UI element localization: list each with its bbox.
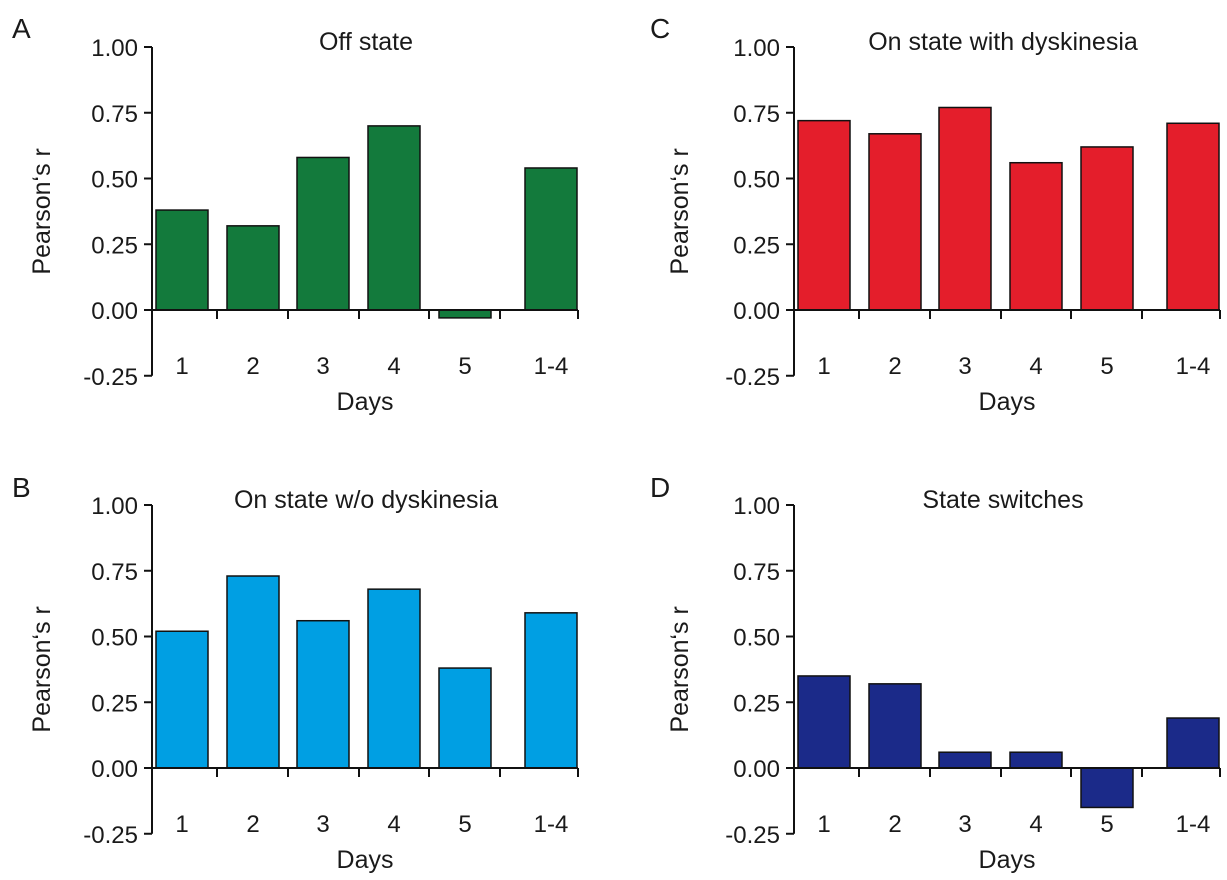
x-tick-label: 1	[817, 353, 830, 380]
y-tick-label: 1.00	[733, 35, 780, 62]
y-axis-label: Pearson‘s r	[28, 606, 56, 732]
y-tick-label: -0.25	[83, 822, 138, 849]
y-tick-label: 0.75	[91, 559, 138, 586]
x-axis-label: Days	[337, 388, 394, 416]
chart-title: State switches	[922, 486, 1083, 514]
x-tick-label: 1-4	[534, 353, 569, 380]
bar-1	[797, 119, 851, 311]
bar-1-4	[1166, 717, 1220, 769]
y-tick-label: 1.00	[91, 493, 138, 520]
bar-5	[438, 309, 492, 319]
y-tick-label: 0.00	[733, 756, 780, 783]
y-tick-label: 0.25	[91, 690, 138, 717]
x-tick-label: 3	[958, 811, 971, 838]
x-tick-label: 1-4	[1176, 811, 1211, 838]
x-tick-label: 2	[246, 353, 259, 380]
bar-1-4	[524, 612, 578, 769]
x-tick-label: 1	[175, 353, 188, 380]
x-tick-label: 4	[387, 811, 400, 838]
y-tick-label: -0.25	[725, 822, 780, 849]
y-tick-label: 0.75	[733, 101, 780, 128]
y-tick-label: 0.00	[91, 298, 138, 325]
panel-letter: C	[650, 13, 670, 44]
y-tick-label: -0.25	[725, 364, 780, 391]
y-tick-label: 0.50	[733, 167, 780, 194]
bar-1-4	[524, 167, 578, 311]
x-tick-label: 1	[817, 811, 830, 838]
bar-3	[938, 106, 992, 311]
bar-5	[1080, 767, 1134, 809]
bar-1	[155, 209, 209, 311]
x-tick-label: 5	[1100, 811, 1113, 838]
bar-4	[367, 588, 421, 769]
y-tick-label: -0.25	[83, 364, 138, 391]
x-tick-label: 3	[316, 811, 329, 838]
x-tick-label: 2	[888, 353, 901, 380]
chart-title: On state w/o dyskinesia	[234, 486, 498, 514]
panel-letter: D	[650, 472, 670, 503]
x-tick-label: 3	[958, 353, 971, 380]
y-axis-label: Pearson‘s r	[28, 148, 56, 274]
y-tick-label: 1.00	[91, 35, 138, 62]
bar-2	[226, 575, 280, 769]
bar-2	[226, 225, 280, 311]
bar-1-4	[1166, 122, 1220, 311]
y-tick-label: 0.00	[733, 298, 780, 325]
x-axis-label: Days	[979, 388, 1036, 416]
panel-letter: A	[12, 13, 31, 44]
chart-title: Off state	[319, 28, 413, 56]
bar-4	[1009, 161, 1063, 311]
x-tick-label: 5	[1100, 353, 1113, 380]
x-tick-label: 4	[1029, 811, 1042, 838]
y-tick-label: 0.25	[733, 232, 780, 259]
x-tick-label: 1-4	[1176, 353, 1211, 380]
y-tick-label: 0.25	[733, 690, 780, 717]
bar-5	[438, 667, 492, 769]
y-tick-label: 0.75	[91, 101, 138, 128]
y-tick-label: 0.75	[733, 559, 780, 586]
x-tick-label: 5	[458, 811, 471, 838]
bar-2	[868, 683, 922, 769]
x-axis-label: Days	[337, 846, 394, 874]
y-axis-label: Pearson‘s r	[666, 148, 694, 274]
x-tick-label: 2	[888, 811, 901, 838]
x-tick-label: 4	[387, 353, 400, 380]
panel-letter: B	[12, 472, 31, 503]
bar-3	[296, 156, 350, 311]
bar-2	[868, 133, 922, 311]
y-tick-label: 0.50	[733, 625, 780, 652]
x-tick-label: 4	[1029, 353, 1042, 380]
y-tick-label: 0.25	[91, 232, 138, 259]
chart-panel-a: A Off state 1.00 0.75 0.50 0.25 0.00 -0.25 1 2 3 4 5…	[12, 13, 579, 416]
x-tick-label: 5	[458, 353, 471, 380]
chart-panel-b: B On state w/o dyskinesia 1.00 0.75 0.50 0.25…	[12, 472, 579, 874]
bar-4	[367, 125, 421, 311]
bar-5	[1080, 146, 1134, 311]
bar-3	[296, 619, 350, 769]
bar-1	[155, 630, 209, 769]
bar-3	[938, 751, 992, 769]
x-tick-label: 1	[175, 811, 188, 838]
bar-4	[1009, 751, 1063, 769]
chart-panel-c: C On state with dyskinesia 1.00 0.75 0.50 0.2…	[650, 13, 1221, 416]
chart-panel-d: D State switches 1.00 0.75 0.50 0.25 0.00 -0.25…	[650, 472, 1221, 874]
x-tick-label: 1-4	[534, 811, 569, 838]
x-axis-label: Days	[979, 846, 1036, 874]
x-tick-label: 2	[246, 811, 259, 838]
y-tick-label: 1.00	[733, 493, 780, 520]
x-tick-label: 3	[316, 353, 329, 380]
chart-title: On state with dyskinesia	[868, 28, 1138, 56]
y-axis-label: Pearson‘s r	[666, 606, 694, 732]
y-tick-label: 0.00	[91, 756, 138, 783]
y-tick-label: 0.50	[91, 625, 138, 652]
y-tick-label: 0.50	[91, 167, 138, 194]
bar-1	[797, 675, 851, 769]
